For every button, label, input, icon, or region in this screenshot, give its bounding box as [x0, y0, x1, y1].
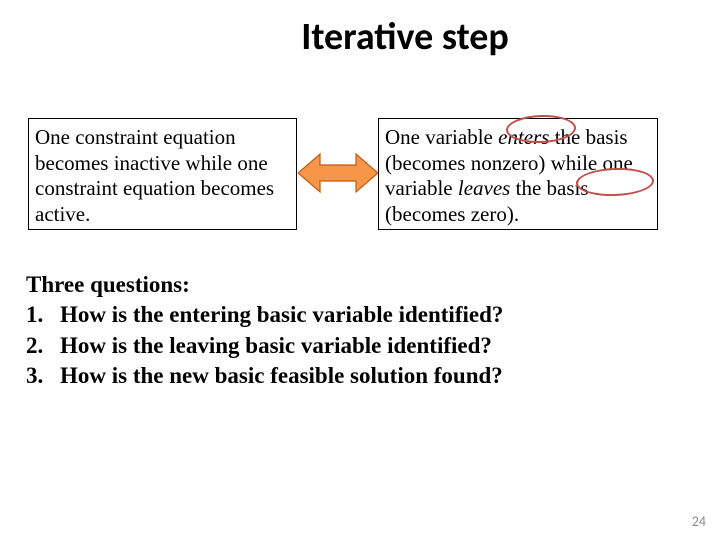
right-box-p1: One variable — [385, 125, 498, 149]
double-arrow-icon — [298, 150, 378, 196]
question-number: 3. — [26, 361, 60, 391]
right-box-leaves: leaves — [458, 176, 510, 200]
question-item: 3. How is the new basic feasible solutio… — [26, 361, 503, 391]
question-text: How is the entering basic variable ident… — [60, 300, 503, 330]
left-box-text: One constraint equation becomes inactive… — [35, 125, 274, 226]
question-item: 1. How is the entering basic variable id… — [26, 300, 503, 330]
question-number: 1. — [26, 300, 60, 330]
slide-title: Iterative step — [0, 14, 720, 60]
question-item: 2. How is the leaving basic variable ide… — [26, 331, 503, 361]
questions-block: Three questions: 1. How is the entering … — [26, 270, 503, 391]
page-number: 24 — [692, 513, 706, 530]
left-box: One constraint equation becomes inactive… — [28, 118, 297, 230]
question-text: How is the leaving basic variable identi… — [60, 331, 492, 361]
question-text: How is the new basic feasible solution f… — [60, 361, 503, 391]
double-arrow-shape — [298, 154, 378, 192]
questions-heading: Three questions: — [26, 270, 503, 300]
question-number: 2. — [26, 331, 60, 361]
